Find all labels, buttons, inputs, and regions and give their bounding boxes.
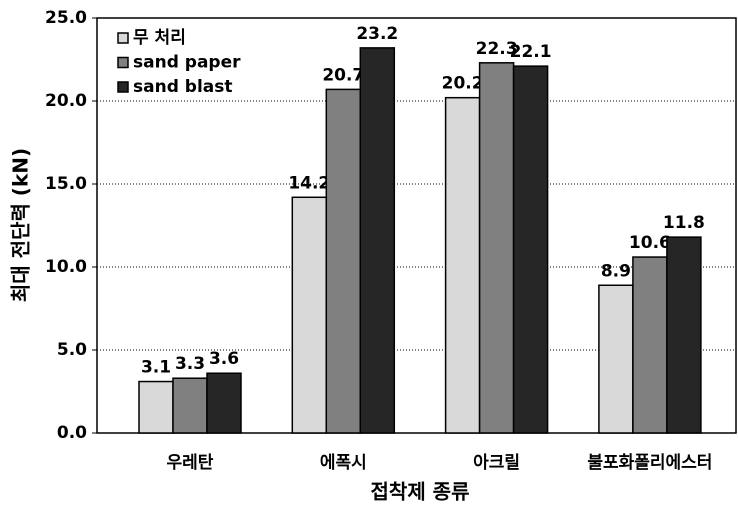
y-tick-label: 10.0 [45,257,87,277]
legend-label: 무 처리 [133,28,186,48]
data-label: 10.6 [629,233,671,253]
data-label: 20.7 [322,65,364,85]
bar [291,196,328,434]
data-label: 14.2 [288,173,330,193]
bar [444,96,481,434]
x-tick-label: 아크릴 [473,453,520,473]
bar [666,236,702,434]
y-tick-label: 20.0 [45,91,87,111]
legend-swatch [117,81,129,93]
y-tick-label: 25.0 [45,8,87,28]
bar [172,377,208,434]
bar [632,256,668,434]
bar [325,88,362,434]
data-label: 8.9 [601,261,631,281]
y-tick-label: 5.0 [57,340,87,360]
data-label: 3.6 [209,349,239,369]
data-label: 22.3 [476,39,518,59]
y-axis-label: 최대 전단력 (kN) [9,148,33,302]
legend-swatch [117,32,129,44]
data-label: 3.1 [141,358,171,378]
y-tick-label: 15.0 [45,174,87,194]
bar [478,62,515,434]
bar [359,47,396,434]
x-axis-label: 접착제 종류 [371,480,470,504]
bar [512,65,549,434]
data-label: 3.3 [175,354,205,374]
x-tick-label: 에폭시 [320,453,367,473]
data-label: 11.8 [663,213,705,233]
y-tick-label: 0.0 [57,423,87,443]
x-tick-label: 우레탄 [167,453,214,473]
data-label: 20.2 [442,74,484,94]
legend-label: sand blast [133,77,233,97]
bar [138,380,174,434]
legend-label: sand paper [133,53,241,73]
bar [206,372,242,434]
data-label: 22.1 [510,42,552,62]
plot-frame [96,17,737,434]
x-tick-label: 불포화폴리에스터 [587,453,712,473]
data-label: 23.2 [356,24,398,44]
bar [598,284,634,434]
legend-swatch [117,56,129,69]
